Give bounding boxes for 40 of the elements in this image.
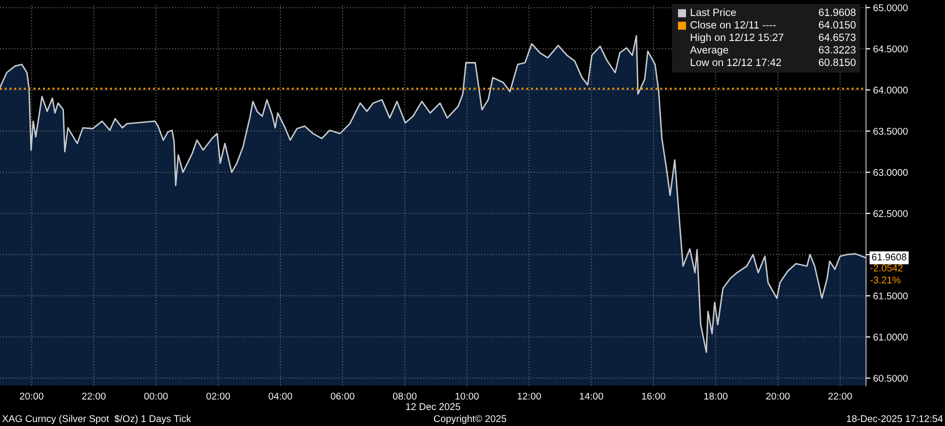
annotation: High on 12/12 15:27 (690, 33, 784, 44)
y-tick-label: 61.5000 (873, 292, 908, 300)
x-tick-label: 22:00 (82, 392, 106, 400)
annotation: 61.9608 (818, 8, 856, 16)
x-tick-label: 10:00 (456, 392, 479, 400)
x-tick-label: 04:00 (268, 392, 292, 400)
legend-label: Last Price (690, 8, 736, 16)
y-tick-label: 63.5000 (873, 128, 908, 135)
x-axis-title: 12 Dec 2025 (406, 403, 460, 410)
text: XAG Curncy (Silver Spot $/Oz) 1 Days Tick (2, 414, 192, 424)
y-tick-label: 64.5000 (873, 45, 908, 52)
x-tick-label: 20:00 (20, 392, 44, 400)
x-tick-label: 08:00 (392, 392, 417, 400)
x-tick-label: 18:00 (704, 392, 728, 400)
y-tick-label: 62.5000 (873, 210, 908, 218)
text: -2.0542 (870, 264, 902, 272)
text: Copyright© 2025 (434, 414, 506, 424)
y-tick-label: 64.0000 (873, 86, 908, 94)
legend-label: Close on 12/11 ---- (690, 20, 776, 29)
x-tick-label: 00:00 (144, 392, 168, 400)
annotation: 60.8150 (818, 58, 856, 66)
x-tick-label: 12:00 (518, 392, 541, 400)
x-tick-label: 16:00 (642, 392, 666, 400)
text: -3.21% (870, 276, 900, 284)
annotation: 64.0150 (818, 21, 856, 29)
annotation: 64.6573 (818, 34, 856, 42)
y-tick-label: 60.5000 (873, 374, 908, 382)
annotation: 63.3223 (818, 46, 856, 54)
x-tick-label: 06:00 (330, 392, 354, 400)
y-tick-label: 61.0000 (873, 334, 908, 341)
y-tick-label: 63.0000 (873, 169, 908, 176)
x-tick-label: 22:00 (828, 392, 852, 400)
text: 18-Dec-2025 17:12:54 (847, 415, 943, 422)
y-tick-label: 65.0000 (873, 4, 908, 12)
x-tick-label: 20:00 (766, 392, 790, 400)
x-tick-label: 14:00 (580, 392, 604, 400)
x-tick-label: 02:00 (206, 392, 230, 400)
annotation: Average (690, 46, 728, 56)
annotation: 61.9608 (872, 254, 906, 260)
annotation: Low on 12/12 17:42 (690, 58, 781, 66)
